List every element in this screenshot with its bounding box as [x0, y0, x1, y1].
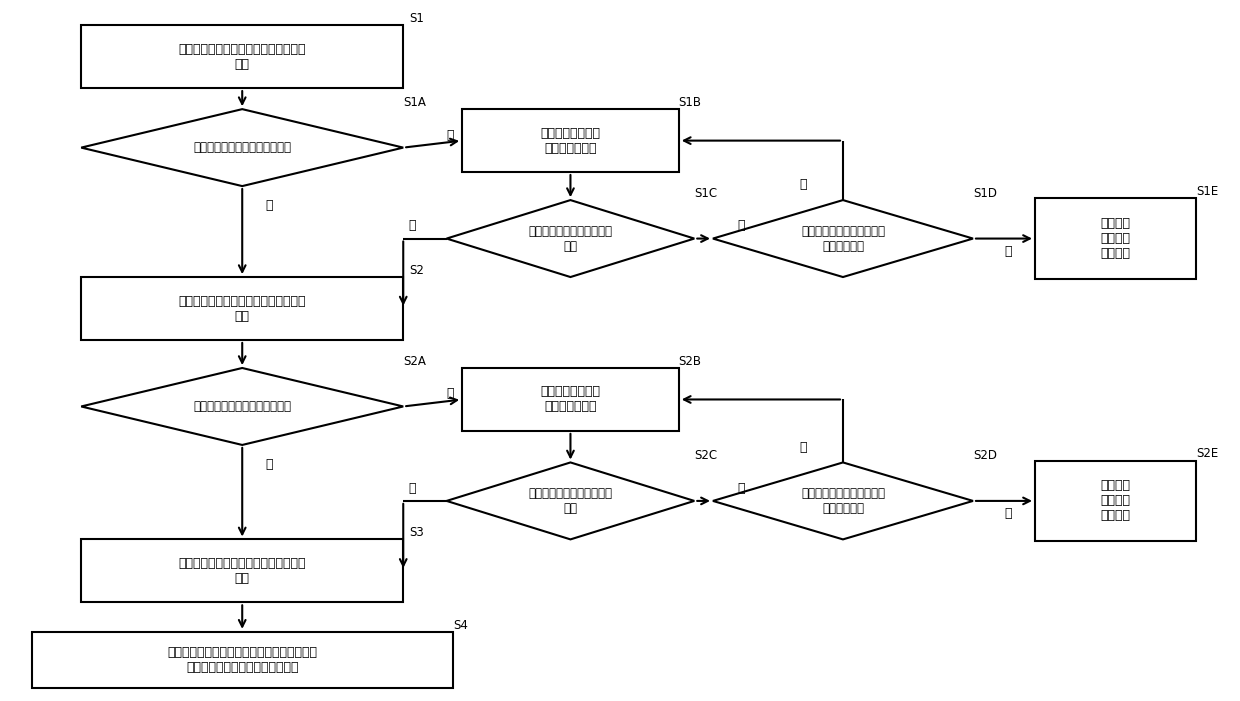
Text: 否: 否 — [800, 178, 807, 191]
Text: 判断第一电源模块是否达到
预设上电次数: 判断第一电源模块是否达到 预设上电次数 — [801, 224, 885, 252]
Bar — [81, 539, 403, 602]
Text: S2: S2 — [409, 264, 424, 277]
Text: 判断第一电源模块上电是否
正常: 判断第一电源模块上电是否 正常 — [528, 224, 613, 252]
Text: 向服务器主板的第三电源模块发送上电
信号: 向服务器主板的第三电源模块发送上电 信号 — [179, 557, 306, 585]
Text: 发出第二
电源模块
故障信息: 发出第二 电源模块 故障信息 — [1100, 479, 1131, 522]
Text: S1C: S1C — [694, 187, 718, 200]
Polygon shape — [81, 368, 403, 445]
Text: S1A: S1A — [403, 96, 427, 109]
Text: 再次向第一电源模
块发送上电信号: 再次向第一电源模 块发送上电信号 — [541, 127, 600, 155]
Bar — [463, 109, 678, 172]
Bar — [81, 25, 403, 88]
Text: 是: 是 — [408, 219, 415, 233]
Text: S2E: S2E — [1195, 447, 1218, 461]
Text: 否: 否 — [738, 482, 745, 495]
Text: S2B: S2B — [678, 355, 701, 368]
Text: 否: 否 — [446, 388, 454, 400]
Polygon shape — [446, 463, 694, 539]
Text: S1E: S1E — [1195, 185, 1218, 198]
Text: 向服务器主板的第一电源模块发送上电
信号: 向服务器主板的第一电源模块发送上电 信号 — [179, 43, 306, 71]
Text: 发出第一
电源模块
故障信息: 发出第一 电源模块 故障信息 — [1100, 217, 1131, 260]
Text: 第三电源模块上电正常后，依次类推直至服务
器主板的所有电源模块均上电正常: 第三电源模块上电正常后，依次类推直至服务 器主板的所有电源模块均上电正常 — [167, 646, 317, 674]
Text: 是: 是 — [1004, 245, 1012, 258]
Text: S2D: S2D — [973, 449, 997, 463]
Text: 判断第二电源模块上电是否
正常: 判断第二电源模块上电是否 正常 — [528, 487, 613, 515]
Bar — [1035, 198, 1195, 279]
Text: 否: 否 — [800, 440, 807, 454]
Polygon shape — [713, 463, 973, 539]
Bar — [1035, 461, 1195, 541]
Bar — [81, 277, 403, 340]
Text: 判断第二电源模块上电是否正常: 判断第二电源模块上电是否正常 — [193, 400, 291, 413]
Polygon shape — [81, 109, 403, 186]
Text: 否: 否 — [738, 219, 745, 233]
Text: 是: 是 — [1004, 507, 1012, 520]
Text: 否: 否 — [446, 128, 454, 142]
Polygon shape — [446, 200, 694, 277]
Text: S4: S4 — [453, 619, 467, 632]
Text: S2A: S2A — [403, 355, 427, 368]
Text: 再次向第二电源模
块发送上电信号: 再次向第二电源模 块发送上电信号 — [541, 386, 600, 414]
Text: 是: 是 — [265, 458, 273, 471]
Text: S1D: S1D — [973, 187, 997, 200]
Text: S1: S1 — [409, 12, 424, 25]
Text: S3: S3 — [409, 526, 424, 539]
Bar — [463, 368, 678, 431]
Text: S2C: S2C — [694, 449, 718, 463]
Bar — [32, 632, 453, 688]
Polygon shape — [713, 200, 973, 277]
Text: 判断第二电源模块是否达到
预设上电次数: 判断第二电源模块是否达到 预设上电次数 — [801, 487, 885, 515]
Text: 是: 是 — [408, 482, 415, 495]
Text: S1B: S1B — [678, 96, 701, 109]
Text: 判断第一电源模块上电是否正常: 判断第一电源模块上电是否正常 — [193, 141, 291, 154]
Text: 向服务器主板的第二电源模块发送上电
信号: 向服务器主板的第二电源模块发送上电 信号 — [179, 294, 306, 322]
Text: 是: 是 — [265, 199, 273, 212]
